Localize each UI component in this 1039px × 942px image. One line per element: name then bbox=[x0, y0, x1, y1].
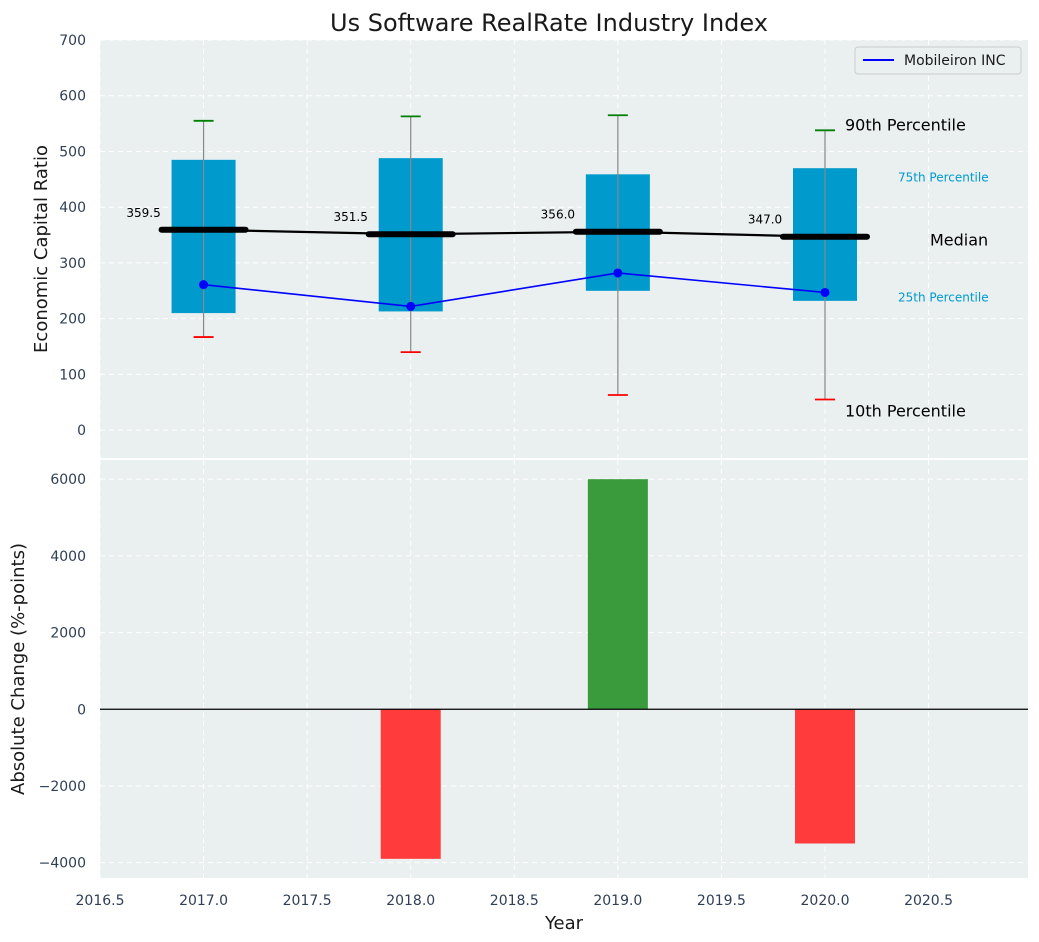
change-bar-2018 bbox=[380, 709, 441, 859]
top-y-tick-5: 500 bbox=[59, 144, 86, 160]
company-line bbox=[203, 272, 826, 308]
x-tick-4: 2018.5 bbox=[490, 893, 539, 909]
x-tick-5: 2019.0 bbox=[593, 893, 642, 909]
company-point-2017 bbox=[199, 280, 209, 290]
median-label-2017: 359.5 bbox=[126, 206, 160, 220]
x-tick-7: 2020.0 bbox=[801, 893, 850, 909]
chart-title: Us Software RealRate Industry Index bbox=[330, 9, 768, 37]
median-label-2019: 356.0 bbox=[541, 208, 575, 222]
annotation-median: Median bbox=[930, 231, 988, 250]
legend-box bbox=[854, 46, 1022, 75]
x-tick-labels: 2016.5 2017.0 2017.5 2018.0 2018.5 2019.0 2019… bbox=[76, 893, 954, 909]
x-tick-0: 2016.5 bbox=[76, 893, 125, 909]
top-y-tick-1: 100 bbox=[59, 367, 86, 383]
legend: Mobileiron INC bbox=[854, 46, 1022, 75]
legend-entry-mobileiron: Mobileiron INC bbox=[904, 53, 1006, 69]
bottom-y-tick-1: −2000 bbox=[39, 779, 86, 795]
bottom-y-tick-labels: −4000 −2000 0 2000 4000 6000 bbox=[39, 472, 86, 871]
top-y-tick-6: 600 bbox=[59, 89, 86, 105]
annotation-p25: 25th Percentile bbox=[898, 290, 989, 304]
top-y-tick-labels: 0 100 200 300 400 500 600 700 bbox=[59, 33, 86, 439]
bottom-panel-background bbox=[100, 460, 1028, 878]
x-tick-1: 2017.0 bbox=[179, 893, 228, 909]
bottom-y-tick-2: 0 bbox=[77, 702, 86, 718]
company-point-2018 bbox=[406, 301, 416, 311]
top-panel-background bbox=[100, 40, 1028, 458]
bottom-panel-marks bbox=[100, 479, 1028, 859]
median-label-2018: 351.5 bbox=[334, 210, 368, 224]
change-bar-2020 bbox=[795, 709, 855, 844]
top-y-tick-7: 700 bbox=[59, 33, 86, 49]
annotation-p75: 75th Percentile bbox=[898, 171, 989, 185]
top-y-axis-label: Economic Capital Ratio bbox=[31, 145, 52, 353]
annotation-p90: 90th Percentile bbox=[845, 116, 966, 135]
bottom-y-tick-3: 2000 bbox=[50, 626, 86, 642]
x-tick-2: 2017.5 bbox=[283, 893, 332, 909]
median-label-2020: 347.0 bbox=[748, 213, 782, 227]
company-point-2019 bbox=[613, 268, 623, 278]
top-y-tick-3: 300 bbox=[59, 256, 86, 272]
company-point-2020 bbox=[820, 287, 830, 297]
top-y-tick-0: 0 bbox=[77, 423, 86, 439]
x-tick-6: 2019.5 bbox=[697, 893, 746, 909]
top-panel-marks: 359.5 351.5 356.0 347.0 90th Percentile 75th … bbox=[126, 114, 989, 421]
x-axis-label: Year bbox=[544, 913, 584, 934]
top-y-tick-4: 400 bbox=[59, 200, 86, 216]
bottom-y-axis-label: Absolute Change (%-points) bbox=[8, 543, 29, 795]
top-y-tick-2: 200 bbox=[59, 312, 86, 328]
x-tick-8: 2020.5 bbox=[904, 893, 953, 909]
x-tick-3: 2018.0 bbox=[386, 893, 435, 909]
annotation-p10: 10th Percentile bbox=[845, 402, 966, 421]
bottom-y-tick-5: 6000 bbox=[50, 472, 86, 488]
median-trend-line bbox=[203, 228, 826, 238]
bottom-y-tick-0: −4000 bbox=[39, 856, 86, 872]
bottom-y-tick-4: 4000 bbox=[50, 549, 86, 565]
change-bar-2019 bbox=[587, 479, 648, 710]
